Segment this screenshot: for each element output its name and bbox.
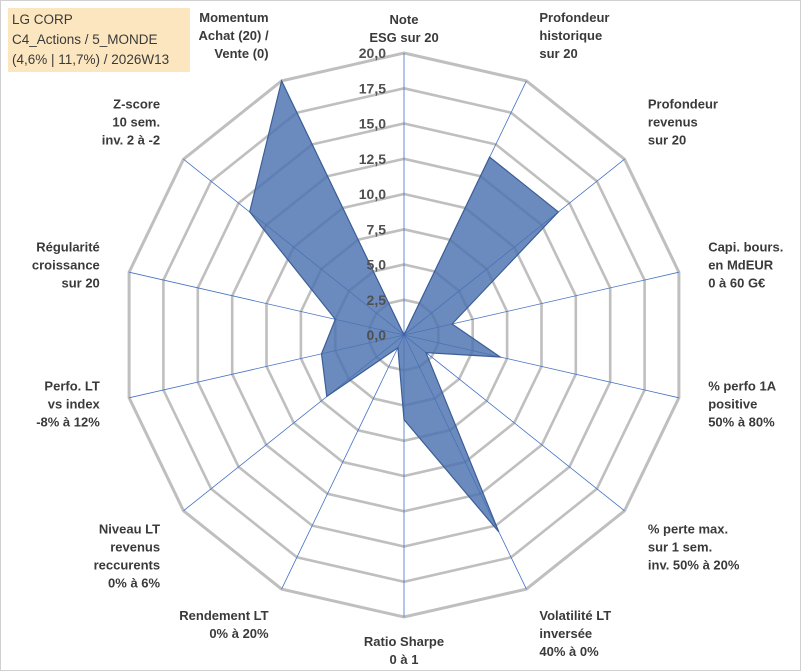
axis-label-line: vs index (48, 396, 101, 411)
axis-label-line: revenus (110, 540, 160, 555)
tick-label: 12,5 (359, 151, 386, 167)
tick-label: 10,0 (359, 186, 386, 202)
axis-label-line: sur 20 (539, 46, 577, 61)
axis-spoke (403, 334, 625, 512)
axis-label-line: Régularité (36, 240, 100, 255)
axis-label-line: Capi. bours. (708, 240, 783, 255)
axis-label: Niveau LT revenus reccurents 0% à 6% (94, 522, 161, 591)
axis-label: Capi. bours. en MdEUR 0 à 60 G€ (708, 240, 783, 291)
axis-label-line: Z-score (113, 97, 160, 112)
tick-label: 17,5 (359, 80, 386, 96)
axis-label-line: -8% à 12% (36, 414, 100, 429)
axis-label-line: 0% à 20% (209, 626, 269, 641)
axis-label-line: inv. 50% à 20% (648, 558, 740, 573)
axis-label-line: Note (390, 12, 419, 27)
axis-label: Ratio Sharpe 0 à 1 (364, 634, 444, 667)
axis-label-line: 40% à 0% (539, 644, 599, 659)
axis-label-line: sur 20 (648, 133, 686, 148)
axis-label-line: croissance (32, 258, 100, 273)
axis-label: Z-score 10 sem. inv. 2 à -2 (102, 97, 160, 148)
axis-label-line: en MdEUR (708, 258, 774, 273)
axis-label: Note ESG sur 20 (369, 12, 438, 45)
radial-tick-labels: 0,0 2,5 5,0 7,5 10,0 12,5 15,0 17,5 20,0 (359, 45, 386, 343)
tick-label: 15,0 (359, 116, 386, 132)
axis-label-line: inv. 2 à -2 (102, 133, 160, 148)
axis-label-line: sur 1 sem. (648, 540, 712, 555)
tick-label: 0,0 (367, 327, 387, 343)
axis-labels: Note ESG sur 20 Profondeur historique sur 20… (32, 10, 783, 667)
axis-label-line: Volatilité LT (539, 608, 611, 623)
axis-label-line: Vente (0) (214, 46, 268, 61)
axis-label-line: Rendement LT (179, 608, 268, 623)
axis-spoke (281, 334, 405, 590)
chart-title-box: LG CORP C4_Actions / 5_MONDE (4,6% | 11,… (8, 8, 190, 72)
axis-label-line: % perte max. (648, 522, 728, 537)
axis-label-line: Profondeur (539, 10, 609, 25)
axis-label: Momentum Achat (20) / Vente (0) (199, 10, 269, 61)
tick-label: 20,0 (359, 45, 386, 61)
axis-label-line: inversée (539, 626, 592, 641)
axis-label-line: 0% à 6% (108, 576, 160, 591)
axis-label: Profondeur revenus sur 20 (648, 97, 718, 148)
axis-label-line: sur 20 (61, 276, 99, 291)
axis-label-line: Achat (20) / (199, 28, 269, 43)
axis-label-line: Niveau LT (99, 522, 160, 537)
axis-label-line: revenus (648, 115, 698, 130)
axis-label-line: % perfo 1A (708, 378, 777, 393)
axis-label-line: reccurents (94, 558, 160, 573)
axis-label: Régularité croissance sur 20 (32, 240, 100, 291)
axis-label-line: historique (539, 28, 602, 43)
axis-label-line: Perfo. LT (44, 378, 99, 393)
tick-label: 5,0 (367, 257, 387, 273)
portfolio-category: C4_Actions / 5_MONDE (12, 32, 158, 47)
radar-series (249, 79, 560, 533)
axis-label: Volatilité LT inversée 40% à 0% (539, 608, 611, 659)
axis-label-line: ESG sur 20 (369, 30, 438, 45)
tick-label: 7,5 (367, 221, 387, 237)
axis-label: % perfo 1A positive 50% à 80% (708, 378, 777, 429)
axis-label: Perfo. LT vs index -8% à 12% (36, 378, 100, 429)
axis-label-line: Ratio Sharpe (364, 634, 444, 649)
axis-label-line: 50% à 80% (708, 414, 775, 429)
axis-label: % perte max. sur 1 sem. inv. 50% à 20% (648, 522, 740, 573)
axis-label-line: Momentum (199, 10, 268, 25)
company-name: LG CORP (12, 12, 73, 27)
axis-label-line: 0 à 60 G€ (708, 276, 765, 291)
performance-week: (4,6% | 11,7%) / 2026W13 (12, 52, 170, 67)
axis-label: Rendement LT 0% à 20% (179, 608, 269, 641)
axis-label-line: 0 à 1 (390, 652, 419, 667)
axis-label: Profondeur historique sur 20 (539, 10, 609, 61)
axis-label-line: 10 sem. (112, 115, 160, 130)
axis-label-line: Profondeur (648, 97, 718, 112)
axis-label-line: positive (708, 396, 757, 411)
tick-label: 2,5 (367, 292, 387, 308)
